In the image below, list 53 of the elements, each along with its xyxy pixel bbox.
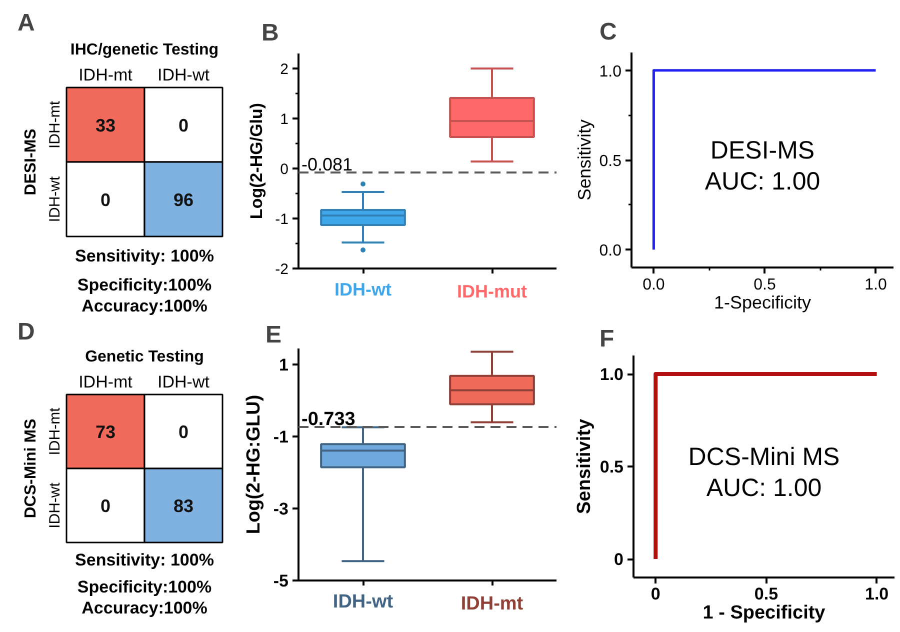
annotation: AUC: 1.00 xyxy=(706,474,822,502)
data-label: 0 xyxy=(178,115,189,136)
chart-title: B xyxy=(262,20,279,46)
chart-title: F xyxy=(600,326,614,352)
data-label: 83 xyxy=(173,496,194,516)
text: Sensitivity: 100% xyxy=(75,246,214,266)
y-axis-title: Log(2-HG/Glu) xyxy=(247,102,266,220)
y-tick-label: IDH-mt xyxy=(46,100,64,148)
x-tick-label: IDH-wt xyxy=(332,592,394,612)
x-axis-title: IHC/genetic Testing xyxy=(70,42,219,58)
ref-line-label: -0.733 xyxy=(302,409,356,430)
data-label: 0 xyxy=(100,190,111,210)
text: Sensitivity: 100% xyxy=(75,550,214,570)
y-tick-label: IDH-wt xyxy=(46,176,64,222)
y-tick-label: 0 xyxy=(280,161,288,178)
x-axis-title: Genetic Testing xyxy=(85,348,204,366)
data-label: 0 xyxy=(178,422,189,442)
y-tick-label: 1 xyxy=(279,356,289,375)
x-tick-label: 0 xyxy=(650,584,660,604)
annotation: DCS-Mini MS xyxy=(688,442,840,471)
y-axis-title: Sensitivity xyxy=(574,418,595,514)
y-tick-label: -1 xyxy=(273,428,289,447)
text: Specificity:100% xyxy=(77,578,212,596)
data-label: 96 xyxy=(173,190,194,210)
text: Specificity:100% xyxy=(77,276,212,294)
y-axis-title: DESI-MS xyxy=(22,128,40,196)
y-tick-label: 0 xyxy=(614,550,624,569)
x-tick-label: 0.5 xyxy=(754,584,778,604)
x-tick-label: IDH-mut xyxy=(457,282,528,302)
x-tick-label: 1.0 xyxy=(864,584,889,604)
y-tick-label: -3 xyxy=(273,500,289,519)
data-label: 0 xyxy=(100,496,111,516)
y-tick-label: 0.5 xyxy=(600,458,624,476)
y-tick-label: IDH-wt xyxy=(46,482,64,528)
y-tick-label: IDH-mt xyxy=(46,406,64,456)
x-tick-label: IDH-mt xyxy=(460,594,524,614)
y-axis-title: Log(2-HG:GLU) xyxy=(243,394,264,534)
y-tick-label: -5 xyxy=(273,572,289,590)
chart-title: D xyxy=(18,318,35,346)
y-tick-label: -2 xyxy=(275,261,289,278)
y-tick-label: -1 xyxy=(275,211,289,228)
y-tick-label: 2 xyxy=(280,61,288,78)
text: Accuracy:100% xyxy=(82,598,208,618)
x-axis-title: 1 - Specificity xyxy=(702,602,826,624)
chart-title: A xyxy=(18,10,35,36)
chart-title: E xyxy=(266,322,282,348)
y-tick-label: 1 xyxy=(280,111,288,128)
ref-line-label: -0.081 xyxy=(302,154,353,175)
data-label: 73 xyxy=(95,422,116,442)
y-axis-title: DCS-Mini MS xyxy=(22,418,40,518)
text: Accuracy:100% xyxy=(82,296,208,316)
data-label: 33 xyxy=(95,115,116,136)
x-tick-label: IDH-wt xyxy=(334,280,392,300)
